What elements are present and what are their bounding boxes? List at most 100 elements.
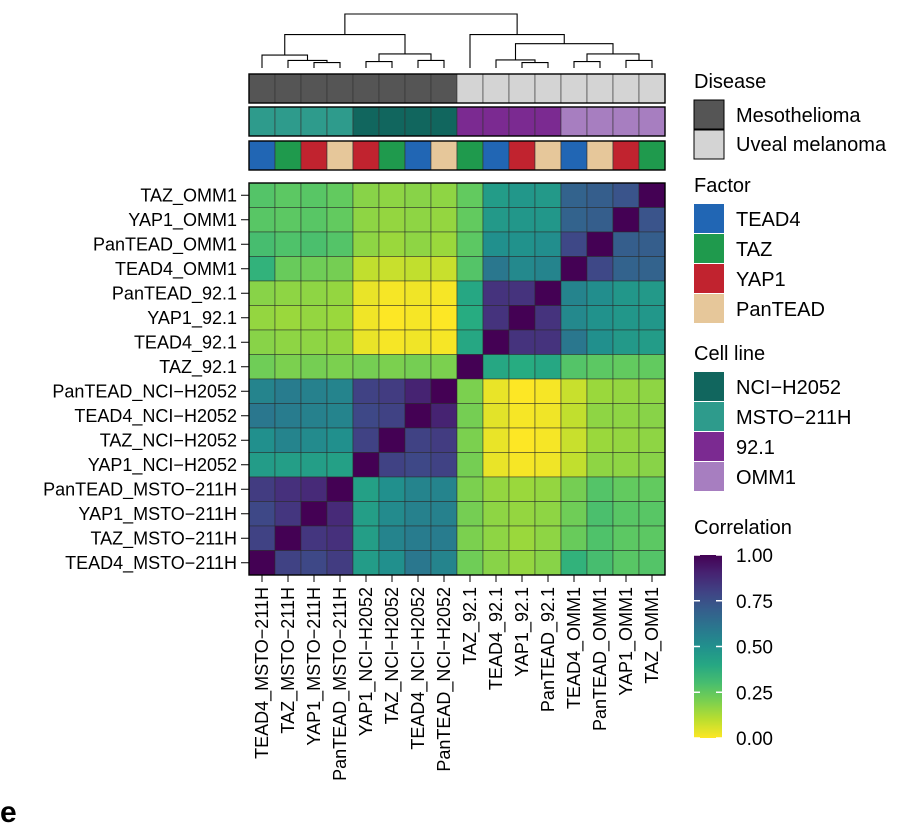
heatmap-cell: [248, 427, 276, 453]
annotation-disease-mesothelioma: [378, 73, 406, 104]
heatmap-cell: [274, 280, 302, 306]
heatmap-cell: [248, 476, 276, 502]
column-label: YAP1_92.1: [512, 587, 533, 677]
heatmap-cell: [456, 329, 484, 355]
heatmap-cell: [430, 182, 458, 208]
heatmap-cell: [612, 182, 640, 208]
heatmap-cell: [326, 476, 354, 502]
heatmap-cell: [248, 231, 276, 257]
heatmap-cell: [612, 256, 640, 282]
legend-label-nci-h2052: NCI−H2052: [736, 377, 841, 399]
heatmap-cell: [508, 305, 536, 331]
dendrogram-branch: [625, 59, 653, 68]
heatmap-cell: [326, 550, 354, 576]
annotation-track-border: [248, 106, 666, 137]
heatmap-cell: [508, 525, 536, 551]
annotation-factor-pantead: [586, 140, 614, 171]
heatmap-cell: [248, 550, 276, 576]
heatmap-cell: [248, 378, 276, 404]
heatmap-cell: [534, 403, 562, 429]
annotation-factor-taz: [378, 140, 406, 171]
heatmap-cell: [534, 280, 562, 306]
heatmap-cell: [534, 207, 562, 233]
column-dendrogram: [261, 13, 653, 68]
legend-label-taz: TAZ: [736, 239, 772, 261]
heatmap-cell: [274, 378, 302, 404]
dendrogram-branch: [514, 43, 614, 60]
heatmap-cell: [300, 305, 328, 331]
heatmap-cell: [560, 207, 588, 233]
heatmap-cell: [352, 207, 380, 233]
annotation-cell-line-omm1: [586, 106, 614, 137]
heatmap-cell: [326, 427, 354, 453]
annotation-disease-uveal-melanoma: [508, 73, 536, 104]
heatmap-cell: [404, 378, 432, 404]
heatmap-cell: [352, 550, 380, 576]
heatmap-cell: [300, 354, 328, 380]
heatmap-cell: [534, 231, 562, 257]
annotation-factor-taz: [456, 140, 484, 171]
legend-swatch-yap1: [694, 264, 724, 293]
column-labels: TEAD4_MSTO−211H TAZ_MSTO−211H YAP1_MSTO−21…: [252, 575, 663, 781]
row-label: TEAD4_MSTO−211H: [65, 553, 237, 574]
heatmap-cell: [612, 550, 640, 576]
dendrogram-branch: [287, 59, 328, 68]
row-label: TAZ_NCI−H2052: [100, 430, 237, 451]
heatmap-cell: [352, 354, 380, 380]
heatmap-cell: [430, 207, 458, 233]
heatmap-cell: [612, 280, 640, 306]
heatmap-cell: [638, 256, 666, 282]
heatmap-cell: [586, 378, 614, 404]
heatmap-cell: [482, 476, 510, 502]
annotation-factor-yap1: [612, 140, 640, 171]
heatmap-cell: [612, 476, 640, 502]
heatmap-cell: [638, 550, 666, 576]
colorbar-tick-label: 1.00: [736, 546, 773, 567]
heatmap-cell: [508, 550, 536, 576]
heatmap-cell: [352, 525, 380, 551]
annotation-factor-tead4: [404, 140, 432, 171]
heatmap-cell: [352, 305, 380, 331]
heatmap-cell: [508, 182, 536, 208]
legend-cell-line-title: Cell line: [694, 343, 765, 365]
heatmap-cell: [586, 501, 614, 527]
heatmap-cell: [326, 452, 354, 478]
legend-label-uveal-melanoma: Uveal melanoma: [736, 134, 887, 156]
heatmap-cell: [378, 501, 406, 527]
heatmap-cell: [638, 305, 666, 331]
heatmap-cell: [300, 329, 328, 355]
heatmap-cell: [534, 550, 562, 576]
column-label: TEAD4_MSTO−211H: [252, 587, 273, 759]
heatmap-cell: [508, 329, 536, 355]
heatmap-cell: [586, 452, 614, 478]
heatmap-cell: [378, 182, 406, 208]
column-label: PanTEAD_92.1: [538, 587, 559, 712]
heatmap-cell: [300, 182, 328, 208]
heatmap-cell: [482, 182, 510, 208]
heatmap-cell: [404, 550, 432, 576]
heatmap-cell: [612, 501, 640, 527]
legend-factor-title: Factor: [694, 175, 751, 197]
heatmap-cell: [456, 305, 484, 331]
annotation-cell-line-omm1: [638, 106, 666, 137]
heatmap-cell: [352, 378, 380, 404]
heatmap-cell: [456, 550, 484, 576]
annotation-cell-line-omm1: [612, 106, 640, 137]
heatmap-cell: [638, 403, 666, 429]
heatmap-cell: [378, 231, 406, 257]
heatmap-cell: [404, 256, 432, 282]
dendrogram-branch: [313, 62, 341, 68]
heatmap-cell: [248, 501, 276, 527]
annotation-cell-line-omm1: [560, 106, 588, 137]
heatmap-cell: [326, 207, 354, 233]
heatmap-cell: [274, 427, 302, 453]
heatmap-cell: [612, 231, 640, 257]
annotation-disease-uveal-melanoma: [456, 73, 484, 104]
dendrogram-branch: [417, 59, 445, 68]
heatmap-cell: [404, 427, 432, 453]
heatmap-cell: [482, 550, 510, 576]
annotation-factor-tead4: [560, 140, 588, 171]
annotation-factor-pantead: [326, 140, 354, 171]
heatmap-cell: [612, 305, 640, 331]
heatmap-cell: [248, 329, 276, 355]
